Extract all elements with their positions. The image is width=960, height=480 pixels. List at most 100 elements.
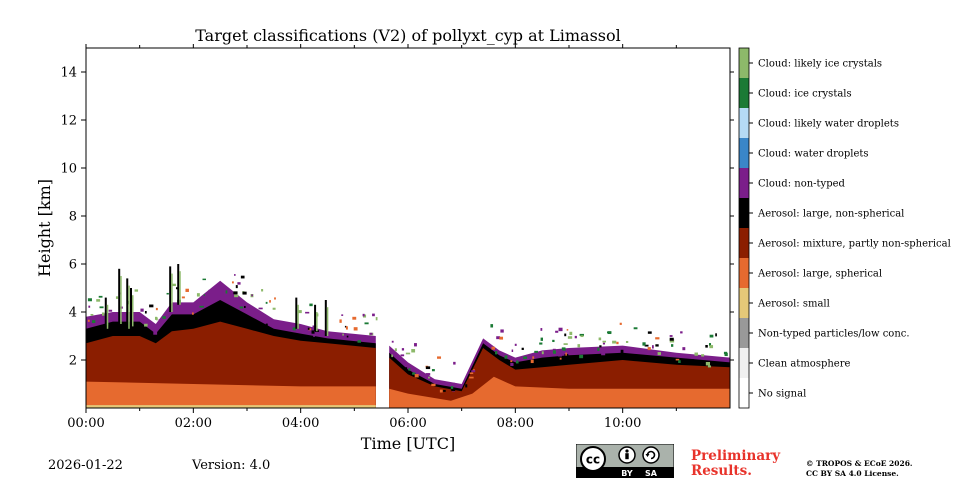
speckle <box>203 294 206 296</box>
speckle <box>661 353 665 356</box>
speckle <box>555 330 559 333</box>
speckle <box>140 308 144 312</box>
speckle <box>469 376 474 379</box>
cloud-streak <box>130 288 133 327</box>
speckle <box>341 314 344 316</box>
x-tick-label: 10:00 <box>604 416 641 431</box>
speckle <box>580 335 584 338</box>
y-axis: 2 4 6 8 10 12 14 <box>60 66 734 369</box>
speckle <box>504 355 508 359</box>
speckle <box>515 360 519 364</box>
speckle <box>208 289 211 294</box>
y-tick-label: 8 <box>69 210 77 225</box>
colorbar-label: Clean atmosphere <box>758 359 851 370</box>
cloud-streak <box>169 266 172 312</box>
cloud-streak <box>324 300 327 336</box>
speckle <box>362 313 365 317</box>
colorbar-swatch <box>739 318 749 348</box>
y-tick-label: 2 <box>69 354 77 369</box>
speckle <box>669 339 675 343</box>
speckle <box>202 278 206 281</box>
speckle <box>563 343 568 345</box>
x-tick-label: 02:00 <box>175 416 212 431</box>
colorbar-swatch <box>739 348 749 378</box>
speckle <box>606 331 612 334</box>
speckle <box>465 384 468 388</box>
colorbar-swatch <box>739 198 749 228</box>
speckle <box>425 373 431 376</box>
speckle <box>496 336 501 340</box>
speckle <box>566 329 569 331</box>
speckle <box>199 305 204 308</box>
speckle <box>99 306 104 309</box>
license-line-2: CC BY SA 4.0 License. <box>806 469 899 478</box>
speckle <box>412 372 416 375</box>
colorbar-label: Cloud: ice crystals <box>758 89 852 100</box>
speckle <box>491 346 495 350</box>
colorbar-legend: No signal Clean atmosphere Non-typed parti… <box>738 47 951 409</box>
y-axis-label: Height [km] <box>35 179 54 277</box>
speckle <box>237 282 241 285</box>
speckle <box>625 340 629 343</box>
colorbar-swatch <box>739 228 749 258</box>
colorbar-label: Cloud: water droplets <box>758 149 869 160</box>
speckle <box>565 352 567 356</box>
colorbar-swatch <box>739 258 749 288</box>
speckle <box>309 303 313 307</box>
speckle <box>98 295 103 298</box>
speckle <box>428 376 430 379</box>
cc-icon <box>580 446 606 472</box>
speckle <box>401 348 405 351</box>
cloud-streak <box>132 295 134 327</box>
y-tick-label: 14 <box>60 66 77 81</box>
speckle <box>514 343 517 346</box>
speckle <box>705 345 708 348</box>
speckle <box>530 359 534 364</box>
share-alike-icon <box>642 446 660 464</box>
colorbar-label: Cloud: non-typed <box>758 179 846 190</box>
speckle <box>88 305 91 308</box>
speckle <box>539 342 543 345</box>
speckle <box>651 345 654 349</box>
speckle <box>191 312 194 315</box>
speckle <box>404 367 408 369</box>
license-line-1: © TROPOS & ECoE 2026. <box>806 459 913 468</box>
x-axis: 00:00 02:00 04:00 06:00 08:00 10:00 <box>67 44 677 431</box>
speckle <box>357 340 361 343</box>
colorbar-frame <box>738 47 750 409</box>
cc-license-badge: cc BY SA <box>576 444 674 478</box>
speckle <box>225 290 228 294</box>
colorbar-swatch <box>739 48 749 78</box>
speckle <box>521 347 524 350</box>
speckle <box>534 350 539 353</box>
speckle <box>511 349 514 352</box>
speckle <box>414 343 417 347</box>
colorbar-label: Non-typed particles/low conc. <box>758 329 910 340</box>
speckle <box>620 349 624 354</box>
speckle <box>532 356 535 359</box>
speckle <box>557 353 562 357</box>
cloud-streak <box>295 297 298 329</box>
chart-title: Target classifications (V2) of pollyxt_c… <box>195 26 621 45</box>
speckle <box>414 374 419 378</box>
plot-area <box>86 280 730 408</box>
preliminary-results-note: Preliminary Results. <box>691 449 780 479</box>
speckle <box>394 348 397 352</box>
speckle <box>671 344 674 347</box>
speckle <box>510 362 514 366</box>
cloud-streak <box>316 312 318 332</box>
y-tick-label: 12 <box>60 114 77 129</box>
speckle <box>92 320 96 324</box>
speckle <box>567 336 573 339</box>
speckle <box>550 357 554 362</box>
speckle <box>175 287 178 290</box>
preliminary-line-2: Results. <box>691 463 752 479</box>
speckle <box>134 289 139 292</box>
speckle <box>569 331 573 336</box>
speckle <box>701 354 705 357</box>
y-tick-label: 4 <box>69 306 77 321</box>
speckle <box>602 340 607 343</box>
speckle <box>439 389 443 393</box>
speckle <box>305 311 310 314</box>
speckle <box>680 331 683 334</box>
